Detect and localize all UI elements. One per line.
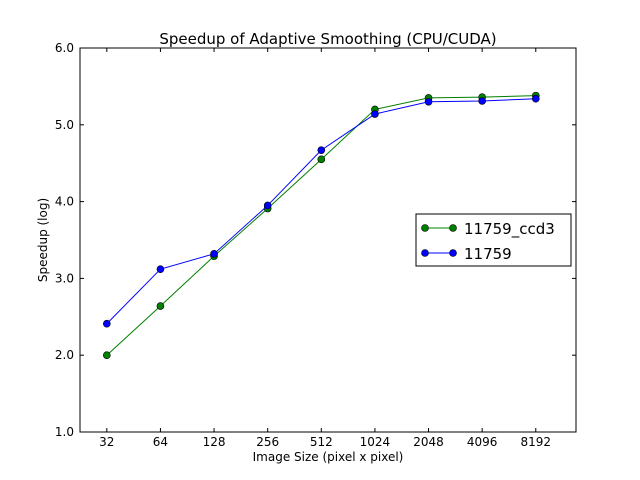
series-2 (103, 94, 540, 328)
data-point (317, 155, 326, 164)
x-tick-label: 1024 (360, 435, 391, 449)
data-point (424, 97, 433, 106)
legend-box (415, 213, 572, 267)
data-point (531, 94, 540, 103)
axis-ticks: 32 64 128 256 512 1024 2048 4096 8192 1.0 2.0 3.0 4.… (55, 41, 576, 449)
legend-marker (449, 249, 457, 257)
legend-marker (421, 249, 429, 257)
x-tick-label: 512 (310, 435, 333, 449)
y-tick-label: 2.0 (55, 348, 74, 362)
data-point (210, 250, 218, 258)
x-tick-label: 2048 (413, 435, 444, 449)
chart-title: Speedup of Adaptive Smoothing (CPU/CUDA) (159, 30, 496, 48)
x-axis-label: Image Size (pixel x pixel) (253, 450, 404, 464)
data-point (263, 201, 272, 210)
x-tick-label: 32 (99, 435, 114, 449)
series-layer (103, 91, 540, 360)
x-tick-label: 4096 (467, 435, 498, 449)
legend-marker (421, 224, 429, 232)
legend-marker (449, 224, 457, 232)
data-point (103, 319, 111, 328)
y-tick-label: 6.0 (55, 41, 74, 55)
data-point (371, 110, 379, 118)
x-tick-label: 8192 (521, 435, 552, 449)
y-tick-label: 4.0 (55, 195, 74, 209)
data-point (478, 97, 486, 105)
data-point (156, 265, 165, 273)
legend: 11759_ccd3 11759 (415, 213, 572, 267)
legend-label: 11759_ccd3 (464, 220, 555, 239)
y-tick-label: 5.0 (55, 118, 74, 132)
x-tick-label: 64 (153, 435, 168, 449)
x-tick-label: 128 (203, 435, 226, 449)
y-tick-label: 1.0 (55, 425, 74, 439)
data-point (103, 351, 111, 360)
data-point (156, 302, 165, 310)
y-tick-label: 3.0 (55, 271, 74, 285)
legend-label: 11759 (464, 245, 512, 263)
data-point (317, 146, 326, 154)
x-tick-label: 256 (256, 435, 279, 449)
y-axis-label: Speedup (log) (36, 198, 50, 282)
